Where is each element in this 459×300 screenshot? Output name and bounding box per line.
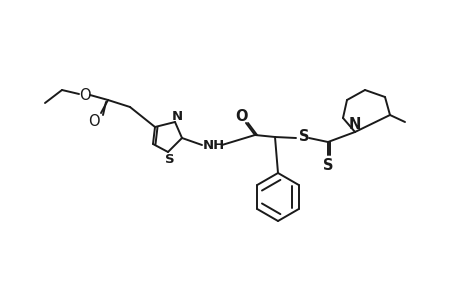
Text: S: S (322, 158, 332, 172)
Text: N: N (171, 110, 182, 122)
Text: S: S (298, 128, 308, 143)
Text: O: O (88, 113, 100, 128)
Text: N: N (348, 116, 360, 131)
Text: O: O (235, 109, 248, 124)
Text: NH: NH (202, 139, 224, 152)
Text: S: S (165, 152, 174, 166)
Text: O: O (79, 88, 90, 103)
